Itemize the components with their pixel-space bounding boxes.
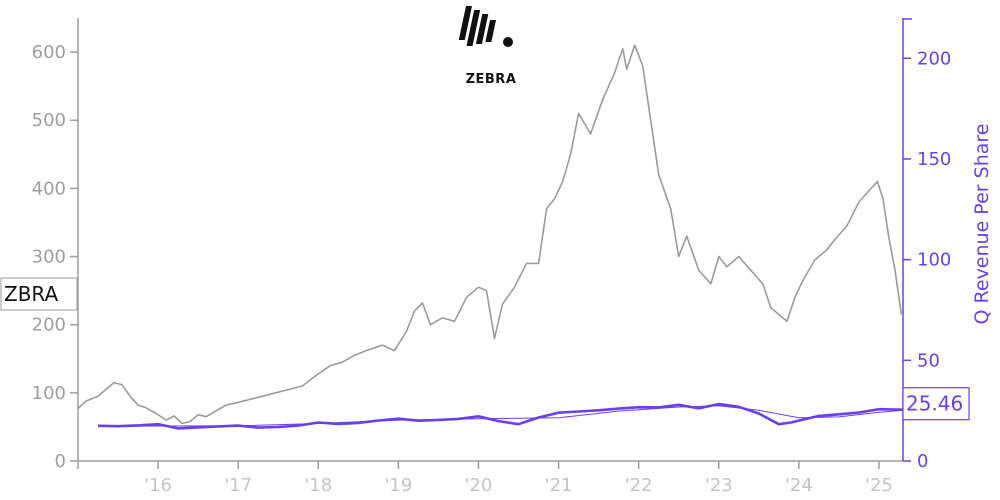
right-tick-label: 50 bbox=[917, 350, 940, 371]
ticker-label-box: ZBRA bbox=[0, 277, 78, 311]
x-tick-label: '22 bbox=[625, 475, 653, 496]
x-tick-label: '18 bbox=[304, 475, 332, 496]
ticker-label: ZBRA bbox=[4, 282, 59, 306]
x-tick-label: '17 bbox=[224, 475, 252, 496]
left-tick-label: 400 bbox=[32, 178, 66, 199]
left-tick-label: 200 bbox=[32, 315, 66, 336]
left-tick-label: 0 bbox=[55, 451, 66, 472]
zebra-logo: ZEBRA bbox=[458, 6, 517, 87]
left-axis-ticks: 0 100 200 300 400 500 600 bbox=[32, 42, 78, 472]
right-tick-label: 150 bbox=[917, 149, 951, 170]
price-line bbox=[77, 44, 903, 425]
x-tick-label: '20 bbox=[465, 475, 493, 496]
x-tick-label: '24 bbox=[785, 475, 813, 496]
right-tick-label: 200 bbox=[917, 48, 951, 69]
right-tick-label: 100 bbox=[917, 250, 951, 271]
x-tick-label: '25 bbox=[865, 475, 893, 496]
x-tick-label: '23 bbox=[705, 475, 733, 496]
revenue-per-share-line bbox=[97, 402, 904, 430]
left-tick-label: 600 bbox=[32, 42, 66, 63]
zebra-head-icon bbox=[458, 6, 513, 47]
left-tick-label: 100 bbox=[32, 383, 66, 404]
x-tick-label: '19 bbox=[384, 475, 412, 496]
left-tick-label: 500 bbox=[32, 110, 66, 131]
right-axis-title: Q Revenue Per Share bbox=[971, 124, 993, 325]
last-value-box: 25.46 bbox=[902, 387, 970, 421]
revenue-per-share-trend-line bbox=[97, 405, 904, 427]
x-tick-label: '21 bbox=[545, 475, 573, 496]
right-axis-ticks: 0 50 100 150 200 bbox=[903, 48, 951, 472]
series-lines bbox=[77, 44, 904, 430]
x-tick-label: '16 bbox=[144, 475, 172, 496]
x-axis-ticks: '16 '17 '18 '19 '20 '21 '22 '23 '24 '25 bbox=[77, 461, 893, 496]
left-tick-label: 300 bbox=[32, 247, 66, 268]
logo-text: ZEBRA bbox=[466, 72, 517, 87]
right-tick-label: 0 bbox=[917, 451, 928, 472]
last-value-label: 25.46 bbox=[906, 392, 963, 416]
